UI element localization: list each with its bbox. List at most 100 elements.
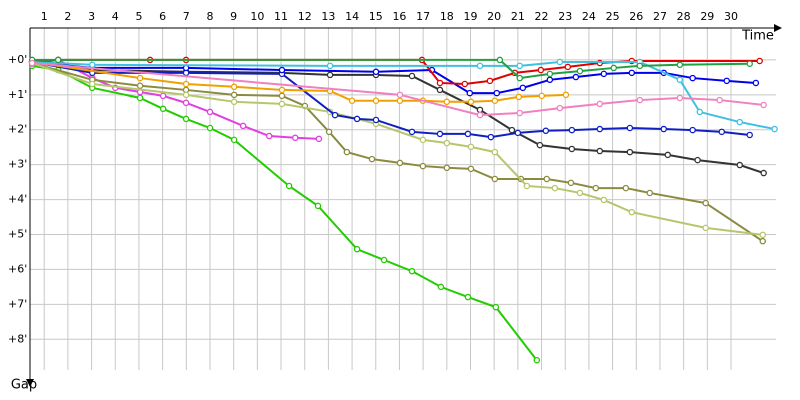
data-point	[326, 71, 334, 79]
data-point	[461, 80, 469, 88]
x-tick-label: 7	[183, 10, 190, 23]
data-point	[664, 151, 672, 159]
data-point	[718, 128, 726, 136]
x-tick-label: 21	[511, 10, 525, 23]
data-point	[408, 267, 416, 275]
data-point	[636, 62, 644, 70]
data-point	[372, 97, 380, 105]
x-tick-label: 27	[653, 10, 667, 23]
data-point	[546, 76, 554, 84]
data-point	[676, 61, 684, 69]
data-point	[523, 182, 531, 190]
data-point	[689, 74, 696, 82]
x-tick-label: 3	[88, 10, 95, 23]
data-point	[556, 58, 564, 66]
x-tick-label: 30	[724, 10, 738, 23]
data-point	[314, 202, 322, 210]
data-point	[343, 148, 351, 156]
series-line	[32, 58, 750, 80]
data-point	[278, 66, 286, 74]
x-tick-label: 22	[535, 10, 549, 23]
x-tick-label: 4	[112, 10, 119, 23]
x-tick-label: 1	[41, 10, 48, 23]
data-point	[136, 82, 144, 89]
data-point	[760, 169, 767, 177]
series-line	[31, 61, 566, 103]
data-point	[419, 136, 427, 144]
data-point	[716, 96, 723, 104]
data-point	[496, 56, 504, 64]
data-point	[443, 139, 451, 147]
data-point	[491, 175, 499, 183]
data-point	[600, 196, 608, 204]
data-point	[538, 92, 546, 100]
x-tick-label: 9	[230, 10, 237, 23]
data-point	[436, 86, 444, 94]
data-point	[759, 237, 766, 245]
data-point	[408, 128, 416, 136]
x-tick-label: 26	[629, 10, 643, 23]
y-tick-label: +6'	[8, 262, 27, 275]
data-point	[230, 98, 238, 106]
data-point	[567, 179, 575, 187]
data-point	[206, 124, 214, 132]
x-tick-label: 13	[321, 10, 335, 23]
data-point	[636, 96, 644, 104]
x-tick-label: 14	[345, 10, 359, 23]
data-point	[476, 111, 484, 119]
data-point	[326, 62, 334, 70]
data-point	[723, 77, 730, 85]
data-point	[285, 182, 293, 190]
data-point	[514, 129, 522, 137]
x-tick-label: 6	[159, 10, 166, 23]
data-point	[380, 256, 388, 264]
data-point	[622, 184, 630, 192]
data-point	[54, 56, 62, 64]
y-tick-label: +3'	[8, 158, 27, 171]
data-point	[492, 303, 500, 311]
data-point	[537, 66, 545, 74]
x-tick-label: 28	[677, 10, 691, 23]
data-point	[182, 115, 190, 123]
data-point	[291, 134, 299, 142]
data-point	[546, 70, 554, 78]
data-point	[464, 293, 472, 301]
data-point	[516, 74, 524, 82]
data-point	[519, 84, 527, 92]
data-point	[696, 108, 703, 116]
data-point	[628, 208, 636, 216]
data-point	[760, 101, 767, 109]
data-point	[600, 70, 608, 78]
y-axis-label: Gap	[11, 378, 37, 393]
x-tick-label: 2	[64, 10, 71, 23]
data-point	[694, 156, 701, 164]
data-point	[182, 99, 190, 107]
x-tick-label: 20	[487, 10, 501, 23]
series-line	[31, 58, 319, 140]
data-point	[467, 165, 475, 173]
data-point	[486, 77, 494, 85]
data-point	[516, 109, 524, 117]
y-tick-label: +8'	[8, 332, 27, 345]
data-point	[610, 64, 618, 72]
data-point	[596, 147, 604, 155]
x-tick-label: 11	[274, 10, 288, 23]
y-tick-label: +4'	[8, 193, 27, 206]
data-point	[396, 97, 404, 105]
x-tick-label: 17	[416, 10, 430, 23]
data-point	[756, 57, 763, 65]
y-tick-label: +5'	[8, 228, 27, 241]
data-point	[576, 67, 584, 75]
data-point	[736, 161, 744, 169]
data-point	[278, 100, 286, 108]
series-line	[31, 62, 763, 236]
data-point	[771, 125, 778, 133]
data-point	[136, 94, 144, 102]
data-point	[28, 59, 36, 67]
series-line	[31, 61, 765, 174]
data-point	[436, 79, 444, 87]
x-tick-label: 8	[206, 10, 213, 23]
data-point	[136, 74, 144, 82]
data-point	[265, 132, 273, 140]
data-point	[230, 91, 238, 99]
